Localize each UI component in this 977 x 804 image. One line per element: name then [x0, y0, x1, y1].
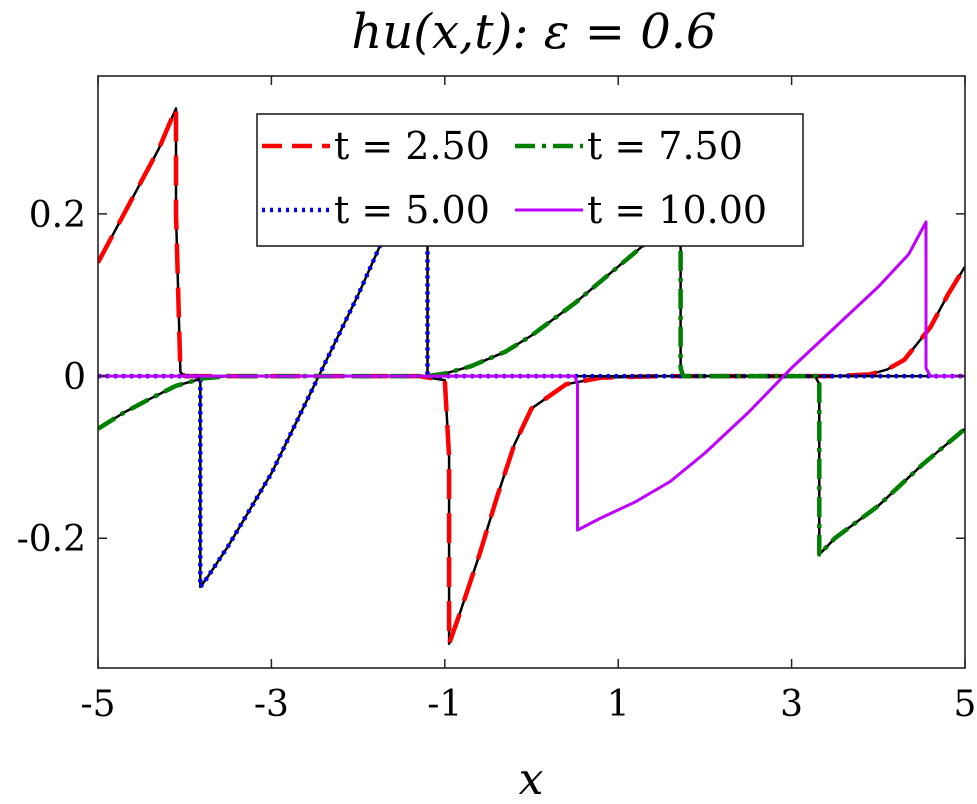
- legend-box: [256, 113, 804, 247]
- legend-label-t-7-50: t = 7.50: [587, 124, 743, 168]
- series-line-t-10-00: [98, 220, 965, 532]
- axes-box: [97, 75, 966, 669]
- x-tick-label: 1: [607, 684, 630, 725]
- legend-label-t-2-50: t = 2.50: [334, 124, 490, 168]
- x-tick-label: 5: [954, 684, 977, 725]
- y-tick-label: -0.2: [17, 519, 86, 560]
- y-tick-label: 0: [63, 357, 86, 398]
- x-tick-label: -5: [80, 684, 115, 725]
- legend: t = 2.50 t = 5.00 t = 7.50 t = 10.00: [256, 113, 804, 247]
- x-tick-label: -3: [254, 684, 289, 725]
- legend-label-t-5-00: t = 5.00: [334, 188, 490, 232]
- axis-ticks: -5 -3 -1 1 3 5 -0.2 0 0.2: [17, 76, 977, 725]
- x-tick-label: -1: [427, 684, 462, 725]
- x-tick-label: 3: [780, 684, 803, 725]
- plot-area: [98, 106, 965, 646]
- legend-label-t-10-00: t = 10.00: [587, 188, 767, 232]
- chart-title: hu(x,t): ε = 0.6: [351, 4, 716, 60]
- reference-line-t-7-50: [98, 212, 965, 556]
- y-tick-label: 0.2: [29, 195, 86, 236]
- x-axis-label: x: [519, 754, 544, 804]
- series-line-t-7-50: [98, 211, 965, 557]
